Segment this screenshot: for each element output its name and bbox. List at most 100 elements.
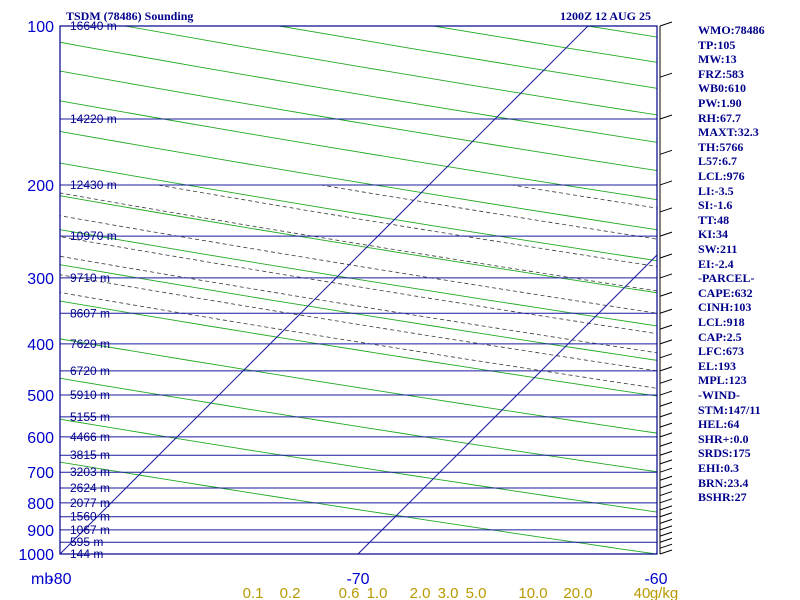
dry-adiabat-line — [60, 100, 657, 201]
pressure-tick-label: 700 — [27, 465, 54, 482]
height-label: 2624 m — [70, 481, 110, 495]
sounding-index: MAXT:32.3 — [698, 125, 759, 140]
sounding-index: WMO:78486 — [698, 23, 765, 37]
sounding-index: KI:34 — [698, 227, 728, 242]
mixing-ratio-label: 5.0 — [466, 585, 487, 600]
valid-time: 1200Z 12 AUG 25 — [560, 9, 652, 23]
wind-barb — [659, 537, 673, 543]
height-label: 10970 m — [70, 229, 117, 243]
sounding-index: TT:48 — [698, 212, 730, 227]
sounding-index: -WIND- — [698, 388, 740, 402]
sounding-index: BRN:23.4 — [698, 475, 749, 490]
wind-barb — [659, 432, 673, 438]
wind-barb — [659, 253, 673, 259]
dry-adiabat-line — [587, 26, 657, 38]
sounding-index: LCL:976 — [698, 169, 745, 183]
sounding-index: -PARCEL- — [698, 271, 755, 286]
dry-adiabat-line — [60, 338, 657, 434]
moist-adiabat-line — [60, 292, 657, 389]
height-label: 12430 m — [70, 178, 117, 192]
wind-barb — [659, 207, 673, 213]
sounding-index: TH:5766 — [698, 139, 744, 154]
wind-barb — [659, 353, 673, 359]
sounding-index: EL:193 — [698, 358, 737, 373]
mixing-ratio-label: 20.0 — [563, 585, 592, 600]
height-label: 2077 m — [70, 496, 110, 510]
grid-lines — [60, 26, 657, 554]
moist-adiabat-line — [60, 215, 657, 314]
wind-barb — [659, 339, 673, 345]
wind-barb — [659, 291, 673, 297]
height-label: 5155 m — [70, 410, 110, 424]
sounding-index: SI:-1.6 — [698, 198, 733, 213]
isotherm-line — [357, 254, 657, 554]
mixing-ratio-label: 3.0 — [438, 585, 459, 600]
pressure-tick-label: 1000 — [18, 547, 54, 564]
wind-barb — [659, 231, 673, 237]
mixing-ratio-label: 40 — [634, 585, 651, 600]
sounding-index: CAP:2.5 — [698, 329, 742, 344]
sounding-index: BSHR:27 — [698, 490, 747, 505]
wind-barb — [659, 483, 673, 489]
height-label: 1560 m — [70, 510, 110, 524]
wind-barb — [659, 366, 673, 372]
height-label: 3815 m — [70, 448, 110, 462]
wind-barbs — [659, 21, 673, 555]
dry-adiabat-line — [60, 70, 657, 172]
dry-adiabat-line — [60, 41, 657, 143]
pressure-tick-label: 500 — [27, 388, 54, 405]
height-label: 9710 m — [70, 271, 110, 285]
wind-barb — [659, 273, 673, 279]
dry-adiabat-line — [60, 264, 657, 361]
sounding-index: SHR+:0.0 — [698, 431, 749, 446]
height-label: 4466 m — [70, 430, 110, 444]
dry-adiabat-line — [60, 229, 657, 327]
pressure-tick-label: 200 — [27, 178, 54, 195]
height-label: 14220 m — [70, 112, 117, 126]
wind-barb — [659, 149, 673, 155]
wind-barb — [659, 549, 673, 555]
wind-barb — [659, 475, 673, 481]
sounding-index: EHI:0.3 — [698, 461, 740, 475]
mixing-ratio-label: 0.2 — [280, 585, 301, 600]
sounding-index: MPL:123 — [698, 373, 747, 388]
wind-barb — [659, 324, 673, 330]
sounding-index: MW:13 — [698, 52, 737, 67]
sounding-index: HEL:64 — [698, 417, 740, 432]
wind-barb — [659, 72, 673, 78]
height-label: 3203 m — [70, 465, 110, 479]
isotherm-line — [60, 26, 589, 554]
moist-adiabat-line — [510, 184, 657, 209]
sounding-index: WB0:610 — [698, 81, 746, 96]
height-label: 595 m — [70, 535, 103, 549]
axis-labels: 100 200 300 400 500 600 700 800 900 1000 mb-80 -70 -… — [18, 19, 678, 600]
pressure-tick-label: 400 — [27, 337, 54, 354]
mixing-ratio-label: 0.1 — [243, 585, 264, 600]
pressure-tick-label: 600 — [27, 430, 54, 447]
pressure-tick-label: 300 — [27, 271, 54, 288]
pressure-tick-label: 800 — [27, 496, 54, 513]
wind-barb — [659, 518, 673, 524]
wind-barb — [659, 412, 673, 418]
sounding-index: LFC:673 — [698, 344, 744, 359]
wind-barb — [659, 543, 673, 549]
wind-barb — [659, 441, 673, 447]
wind-barb — [659, 525, 673, 531]
wind-barb — [659, 467, 673, 473]
sounding-index: LCL:918 — [698, 315, 745, 329]
sounding-index: SRDS:175 — [698, 446, 751, 461]
sounding-index: CAPE:632 — [698, 285, 753, 300]
wind-barb — [659, 114, 673, 120]
wind-barb — [659, 450, 673, 456]
sounding-index: L57:6.7 — [698, 154, 737, 169]
dry-adiabat-line — [60, 131, 657, 231]
mixing-ratio-label: 10.0 — [518, 585, 547, 600]
mixing-ratio-label: 0.6 — [339, 585, 360, 600]
wind-barb — [659, 505, 673, 511]
wind-barb — [659, 498, 673, 504]
dry-adiabat-line — [60, 300, 657, 397]
wind-barb — [659, 378, 673, 384]
mixing-ratio-label: g/kg — [650, 585, 678, 600]
wind-barb — [659, 390, 673, 396]
